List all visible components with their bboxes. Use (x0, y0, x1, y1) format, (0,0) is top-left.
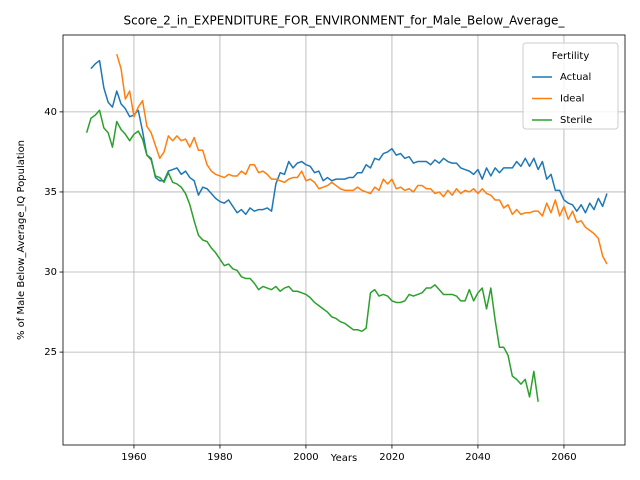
x-tick-label: 2020 (379, 452, 404, 463)
chart-title: Score_2_in_EXPENDITURE_FOR_ENVIRONMENT_f… (124, 14, 566, 28)
legend: Fertility Actual Ideal Sterile (522, 42, 619, 130)
y-tick-label: 25 (44, 347, 57, 358)
x-tick-label: 1960 (121, 452, 146, 463)
y-tick-label: 40 (44, 107, 57, 118)
legend-box (522, 42, 619, 130)
series-line (116, 54, 608, 265)
x-tick-label: 2060 (551, 452, 576, 463)
legend-title: Fertility (552, 51, 590, 62)
plot-frame (62, 34, 626, 446)
legend-label: Actual (560, 72, 591, 83)
series-line (90, 59, 608, 216)
legend-label: Sterile (560, 115, 592, 126)
y-tick-label: 35 (44, 187, 57, 198)
legend-label: Ideal (560, 94, 584, 105)
y-axis-label: % of Male Below_Average_IQ Population (16, 140, 27, 340)
x-tick-label: 1980 (207, 452, 232, 463)
x-tick-label: 2000 (293, 452, 318, 463)
x-axis-label: Years (330, 453, 357, 464)
y-tick-label: 30 (44, 267, 57, 278)
series-line (85, 109, 539, 402)
x-tick-label: 2040 (465, 452, 490, 463)
